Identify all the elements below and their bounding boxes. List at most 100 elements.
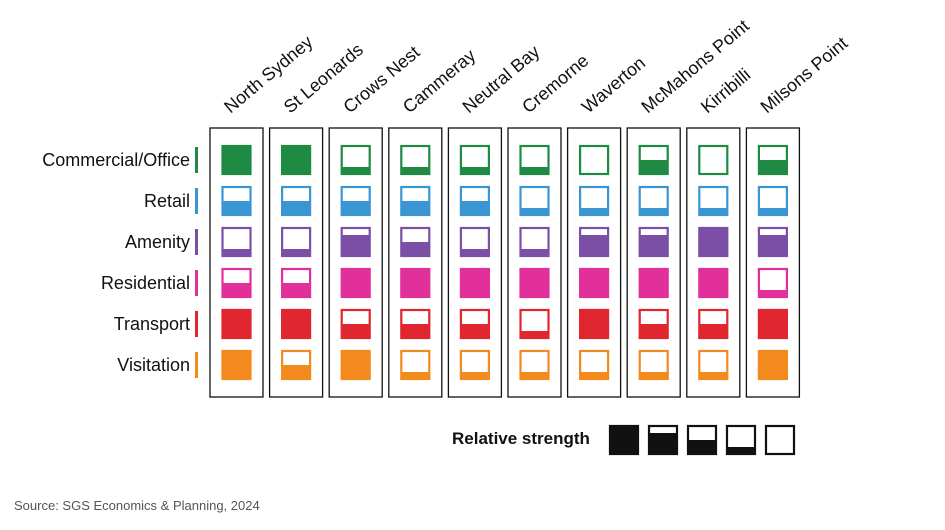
cell-fill <box>758 235 787 256</box>
cell-fill <box>758 160 787 174</box>
column-frame <box>566 127 622 398</box>
cell-fill <box>282 365 311 379</box>
column-frame <box>447 127 503 398</box>
strength-cell <box>221 185 252 217</box>
strength-cell <box>578 144 610 176</box>
strength-cell <box>578 226 610 258</box>
cell-fill <box>639 208 668 215</box>
strength-cell <box>400 144 431 176</box>
cell-fill <box>580 372 609 379</box>
cell-fill <box>401 324 430 338</box>
strength-cell <box>638 308 669 340</box>
cell-fill <box>401 269 430 297</box>
cell-fill <box>282 283 311 297</box>
cell-fill <box>758 310 787 338</box>
strength-cell <box>578 349 610 381</box>
column-frame <box>209 127 264 398</box>
strength-cell <box>698 226 729 258</box>
cell-fill <box>460 269 489 297</box>
strength-cell <box>578 308 610 340</box>
row-color-bar <box>195 352 198 378</box>
cell-fill <box>460 167 489 174</box>
cell-fill <box>639 160 668 174</box>
strength-cell <box>638 349 669 381</box>
cell-fill <box>222 146 251 174</box>
strength-cell <box>340 349 371 381</box>
source-note: Source: SGS Economics & Planning, 2024 <box>14 498 260 513</box>
strength-cell <box>638 144 669 176</box>
strength-cell <box>698 144 729 176</box>
strength-cell <box>698 267 729 299</box>
cell-fill <box>282 201 311 215</box>
cell-fill <box>341 167 370 174</box>
strength-cell <box>400 185 431 217</box>
cell-fill <box>520 331 549 338</box>
cell-fill <box>520 269 549 297</box>
cell-fill <box>460 324 489 338</box>
column-label: McMahons Point <box>637 16 753 117</box>
column-label: Kirribilli <box>697 64 754 117</box>
column-frame <box>686 127 741 398</box>
legend-box <box>647 424 679 456</box>
legend-box <box>608 424 640 456</box>
cell-fill <box>341 351 370 379</box>
cell-fill <box>688 440 716 454</box>
column-label: Milsons Point <box>757 33 852 117</box>
strength-cell <box>281 185 312 217</box>
cell-fill <box>520 208 549 215</box>
strength-cell <box>757 226 789 258</box>
cell-fill <box>727 447 755 454</box>
row-color-bar <box>195 311 198 337</box>
cell-fill <box>639 269 668 297</box>
strength-cell <box>221 267 252 299</box>
cell-fill <box>460 372 489 379</box>
strength-cell <box>519 267 550 299</box>
row-label: Amenity <box>125 232 190 252</box>
column-frame <box>507 127 562 398</box>
strength-cell <box>221 226 252 258</box>
strength-cell <box>519 226 550 258</box>
strength-cell <box>281 226 312 258</box>
strength-cell <box>221 349 252 381</box>
cell-fill <box>639 324 668 338</box>
cell-fill <box>341 269 370 297</box>
cell-fill <box>341 201 370 215</box>
strength-cell <box>340 267 371 299</box>
strength-cell <box>698 185 729 217</box>
strength-cell <box>638 267 669 299</box>
row-label: Transport <box>114 314 190 334</box>
column-frame <box>626 127 681 398</box>
strength-cell <box>340 226 371 258</box>
strength-cell <box>459 267 490 299</box>
column-frame <box>328 127 383 398</box>
cell-fill <box>222 310 251 338</box>
strength-cell <box>757 349 789 381</box>
cell-fill <box>222 351 251 379</box>
strength-cell <box>221 308 252 340</box>
legend-box <box>764 424 796 456</box>
cell-fill <box>639 235 668 256</box>
strength-cell <box>459 144 490 176</box>
row-label: Visitation <box>117 355 190 375</box>
cell-fill <box>699 208 728 215</box>
cell-fill <box>222 283 251 297</box>
strength-cell <box>340 185 371 217</box>
cell-fill <box>520 167 549 174</box>
strength-cell <box>281 144 312 176</box>
cell-fill <box>758 351 787 379</box>
strength-cell <box>400 267 431 299</box>
row-label: Residential <box>101 273 190 293</box>
cell-outline <box>764 424 796 456</box>
strength-cell <box>519 144 550 176</box>
strength-cell <box>519 308 550 340</box>
strength-cell <box>519 185 550 217</box>
legend-box <box>686 424 718 456</box>
legend-box <box>725 424 757 456</box>
strength-cell <box>757 144 789 176</box>
strength-cell <box>400 349 431 381</box>
strength-cell <box>340 144 371 176</box>
row-color-bar <box>195 229 198 255</box>
cell-fill <box>401 242 430 256</box>
strength-cell <box>638 226 669 258</box>
